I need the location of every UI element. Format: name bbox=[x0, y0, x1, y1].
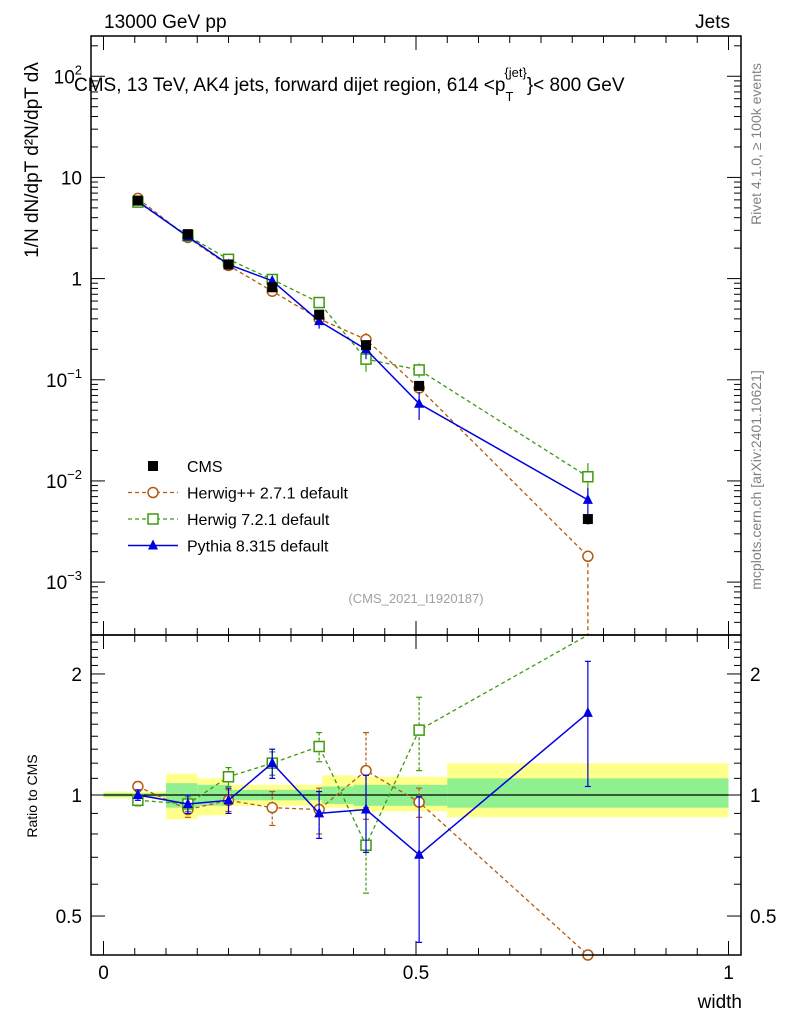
ratio-axes: 0.5 0.5 1 1 2 2 0 0.5 1 bbox=[56, 634, 776, 984]
svg-text:1/N dN/dpT d²N/dpT dλ: 1/N dN/dpT d²N/dpT dλ bbox=[22, 62, 43, 258]
herwigpp-ratio-line bbox=[137, 769, 589, 955]
ratio-y-tick-label-right: 0.5 bbox=[750, 907, 776, 928]
y-tick-label: 10 bbox=[61, 168, 82, 189]
series-herwigpp bbox=[132, 192, 594, 635]
cms-marker bbox=[582, 514, 593, 525]
legend-item-pythia: Pythia 8.315 default bbox=[128, 539, 329, 556]
ratio-frame bbox=[90, 634, 742, 956]
rivet-label: Rivet 4.1.0, ≥ 100k events bbox=[748, 63, 764, 225]
herwig7-marker bbox=[413, 724, 425, 736]
herwigpp-marker bbox=[266, 801, 278, 814]
cms-marker bbox=[361, 340, 371, 351]
mcplots-label: mcplots.cern.ch [arXiv:2401.10621] bbox=[748, 370, 764, 589]
herwig7-marker bbox=[582, 470, 594, 483]
herwigpp-line bbox=[137, 197, 589, 557]
pythia-line bbox=[137, 200, 589, 501]
ratio-y-tick-label-right: 2 bbox=[750, 665, 761, 686]
ratio-y-tick-label: 0.5 bbox=[56, 907, 82, 928]
legend-label: Herwig++ 2.7.1 default bbox=[187, 486, 349, 503]
y-tick-label: 1 bbox=[71, 270, 82, 291]
legend-label: CMS bbox=[187, 459, 223, 476]
y-tick-exp-label: 10−2 bbox=[46, 467, 82, 493]
plot-title: CMS, 13 TeV, AK4 jets, forward dijet reg… bbox=[74, 65, 625, 104]
herwigpp-marker bbox=[582, 550, 594, 563]
ratio-series bbox=[132, 635, 594, 961]
legend-label: Herwig 7.2.1 default bbox=[187, 512, 330, 529]
x-tick-label: 0 bbox=[98, 963, 109, 984]
herwig7-marker bbox=[413, 364, 425, 376]
main-axes: 10 1 102 10−1 10−2 10−3 bbox=[46, 36, 741, 636]
ratio-y-label: Ratio to CMS bbox=[24, 754, 40, 837]
herwigpp-marker bbox=[147, 486, 159, 499]
x-tick-label: 1 bbox=[723, 963, 734, 984]
pythia-marker bbox=[148, 539, 158, 550]
herwigpp-marker bbox=[360, 764, 372, 777]
header-left: 13000 GeV pp bbox=[104, 12, 227, 33]
ratio-y-tick-label-right: 1 bbox=[750, 786, 761, 807]
x-tick-label: 0.5 bbox=[403, 963, 429, 984]
pythia-ratio-line bbox=[137, 712, 589, 856]
pythia-marker bbox=[182, 797, 193, 808]
cms-marker bbox=[267, 282, 278, 293]
pythia-marker bbox=[132, 789, 143, 799]
herwig7-marker bbox=[313, 296, 325, 309]
legend-item-cms: CMS bbox=[148, 459, 223, 476]
y-tick-exp-label: 102 bbox=[54, 62, 82, 88]
pythia-marker bbox=[414, 848, 425, 859]
herwig7-marker bbox=[313, 740, 325, 753]
main-y-label: 1/N dN/dpT d²N/dpT dλ bbox=[22, 62, 43, 258]
pythia-marker bbox=[267, 757, 278, 768]
legend-label: Pythia 8.315 default bbox=[187, 539, 329, 556]
series-cms bbox=[132, 195, 593, 525]
pythia-marker bbox=[582, 493, 593, 504]
pythia-marker bbox=[361, 803, 371, 814]
cms-marker bbox=[223, 259, 234, 270]
pythia-marker bbox=[582, 706, 593, 717]
pythia-marker bbox=[314, 807, 325, 818]
legend-item-herwigpp: Herwig++ 2.7.1 default bbox=[128, 486, 349, 503]
pythia-marker bbox=[223, 794, 234, 805]
legend-item-herwig7: Herwig 7.2.1 default bbox=[128, 512, 330, 529]
analysis-watermark: (CMS_2021_I1920187) bbox=[348, 591, 483, 606]
herwig7-marker bbox=[147, 513, 159, 525]
ratio-uncertainty-bands bbox=[103, 763, 729, 820]
ratio-y-tick-label: 2 bbox=[71, 665, 82, 686]
ratio-y-tick-label: 1 bbox=[71, 786, 82, 807]
main-series bbox=[132, 192, 594, 635]
legend: CMS Herwig++ 2.7.1 default Herwig 7.2.1 de… bbox=[128, 459, 349, 556]
cms-marker bbox=[132, 195, 143, 206]
x-axis-label: width bbox=[697, 992, 742, 1013]
pythia-marker bbox=[314, 315, 325, 326]
cms-marker bbox=[182, 229, 193, 240]
header-right: Jets bbox=[695, 12, 730, 33]
cms-marker bbox=[148, 461, 158, 471]
ratio-series-pythia bbox=[132, 660, 593, 943]
pythia-marker bbox=[414, 397, 425, 408]
cms-marker bbox=[314, 309, 325, 320]
y-tick-exp-label: 10−1 bbox=[46, 366, 82, 392]
herwig7-ratio-line bbox=[137, 635, 589, 847]
y-tick-exp-label: 10−3 bbox=[46, 568, 82, 594]
herwig7-marker bbox=[222, 771, 235, 783]
cms-marker bbox=[414, 380, 425, 391]
